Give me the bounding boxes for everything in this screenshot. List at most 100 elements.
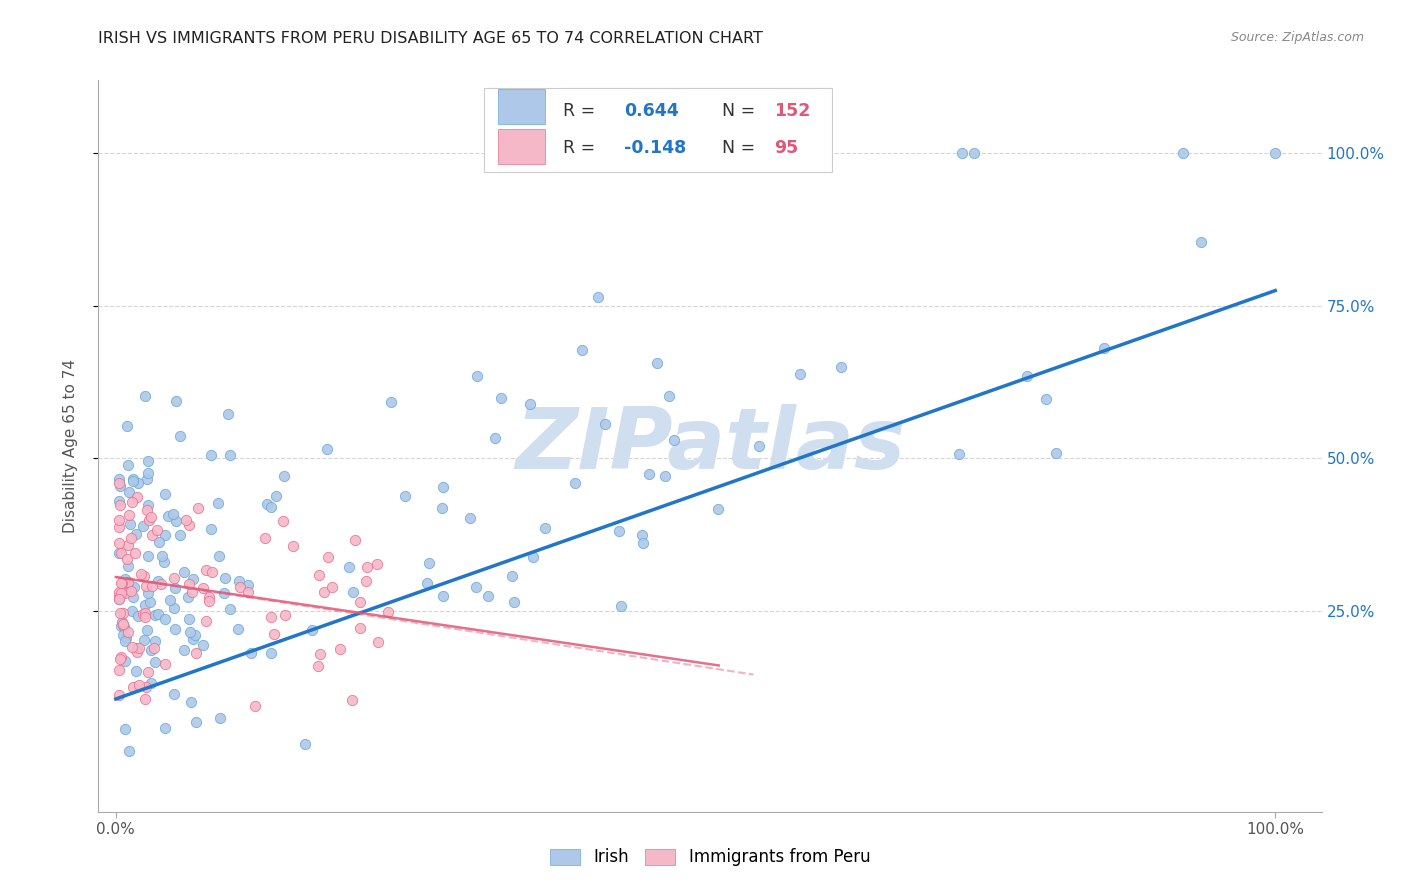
Point bbox=[132, 607, 155, 621]
Point bbox=[166, 514, 188, 528]
Point bbox=[484, 431, 506, 445]
Point bbox=[274, 608, 297, 623]
Point bbox=[533, 520, 555, 534]
Point bbox=[208, 549, 231, 563]
Point bbox=[432, 590, 454, 604]
Point bbox=[143, 634, 166, 648]
Point bbox=[108, 472, 131, 486]
Point bbox=[458, 511, 481, 525]
Point bbox=[193, 581, 215, 595]
Point bbox=[214, 571, 236, 585]
Point bbox=[110, 649, 132, 664]
Point bbox=[356, 559, 378, 574]
Point bbox=[329, 642, 352, 657]
Point bbox=[108, 591, 131, 606]
Point bbox=[169, 429, 191, 443]
Point bbox=[259, 646, 281, 660]
Point bbox=[489, 391, 512, 405]
Point bbox=[658, 389, 681, 403]
Point bbox=[139, 675, 162, 690]
Point bbox=[111, 576, 134, 591]
Point bbox=[177, 590, 200, 604]
Point bbox=[309, 647, 332, 661]
Point bbox=[149, 577, 172, 591]
Point bbox=[181, 585, 204, 599]
Point bbox=[318, 550, 340, 565]
Point bbox=[1017, 369, 1039, 384]
Point bbox=[117, 574, 139, 589]
Point bbox=[239, 646, 262, 660]
Point bbox=[609, 599, 631, 613]
Point bbox=[108, 652, 131, 666]
Point bbox=[127, 645, 149, 659]
Point bbox=[108, 689, 131, 703]
Point bbox=[118, 485, 141, 500]
Point bbox=[253, 531, 276, 545]
Point bbox=[108, 536, 131, 550]
Point bbox=[564, 475, 586, 490]
Bar bbox=[498, 88, 546, 124]
Point bbox=[136, 466, 159, 480]
Legend: Irish, Immigrants from Peru: Irish, Immigrants from Peru bbox=[543, 841, 877, 873]
Point bbox=[228, 574, 250, 589]
Point bbox=[135, 680, 157, 694]
Point bbox=[180, 695, 202, 709]
Point bbox=[141, 643, 163, 657]
Point bbox=[418, 556, 440, 570]
Point bbox=[1264, 146, 1286, 161]
Point bbox=[169, 528, 191, 542]
Point bbox=[153, 657, 176, 671]
Text: ZIPatlas: ZIPatlas bbox=[515, 404, 905, 488]
Point bbox=[349, 621, 371, 635]
Point bbox=[314, 585, 336, 599]
Point bbox=[117, 582, 139, 597]
Point bbox=[108, 476, 131, 491]
Point bbox=[184, 628, 207, 642]
Point bbox=[143, 607, 166, 622]
Point bbox=[194, 563, 217, 577]
Point bbox=[108, 606, 131, 620]
Point bbox=[111, 606, 134, 620]
Point bbox=[139, 595, 162, 609]
Point bbox=[114, 585, 136, 599]
Text: 152: 152 bbox=[773, 103, 810, 120]
Point bbox=[108, 584, 131, 599]
Point bbox=[139, 509, 162, 524]
Point bbox=[263, 627, 285, 641]
Point bbox=[153, 612, 176, 626]
Point bbox=[153, 487, 176, 501]
Point bbox=[214, 586, 236, 600]
Point bbox=[121, 604, 143, 618]
Point bbox=[118, 508, 141, 522]
Text: -0.148: -0.148 bbox=[624, 139, 686, 157]
Point bbox=[120, 531, 142, 545]
Point bbox=[177, 517, 200, 532]
Point bbox=[264, 489, 287, 503]
Point bbox=[800, 146, 823, 161]
Point bbox=[477, 589, 499, 603]
Point bbox=[238, 578, 260, 592]
Point bbox=[593, 417, 616, 432]
Point bbox=[162, 507, 184, 521]
Point bbox=[108, 663, 131, 677]
Point bbox=[128, 640, 150, 655]
Point bbox=[114, 654, 136, 668]
Point bbox=[136, 665, 159, 679]
Point bbox=[273, 469, 295, 483]
Point bbox=[115, 551, 138, 566]
Point bbox=[645, 356, 668, 370]
Point bbox=[349, 595, 371, 609]
Point bbox=[207, 496, 229, 510]
Point bbox=[198, 594, 221, 608]
Point bbox=[129, 566, 152, 581]
Point bbox=[122, 580, 145, 594]
Point bbox=[340, 692, 363, 706]
Point bbox=[110, 618, 132, 632]
FancyBboxPatch shape bbox=[484, 87, 832, 171]
Point bbox=[181, 573, 204, 587]
Point bbox=[112, 628, 135, 642]
Point bbox=[301, 623, 323, 637]
Point bbox=[706, 502, 728, 516]
Point bbox=[200, 522, 222, 536]
Point bbox=[163, 581, 186, 595]
